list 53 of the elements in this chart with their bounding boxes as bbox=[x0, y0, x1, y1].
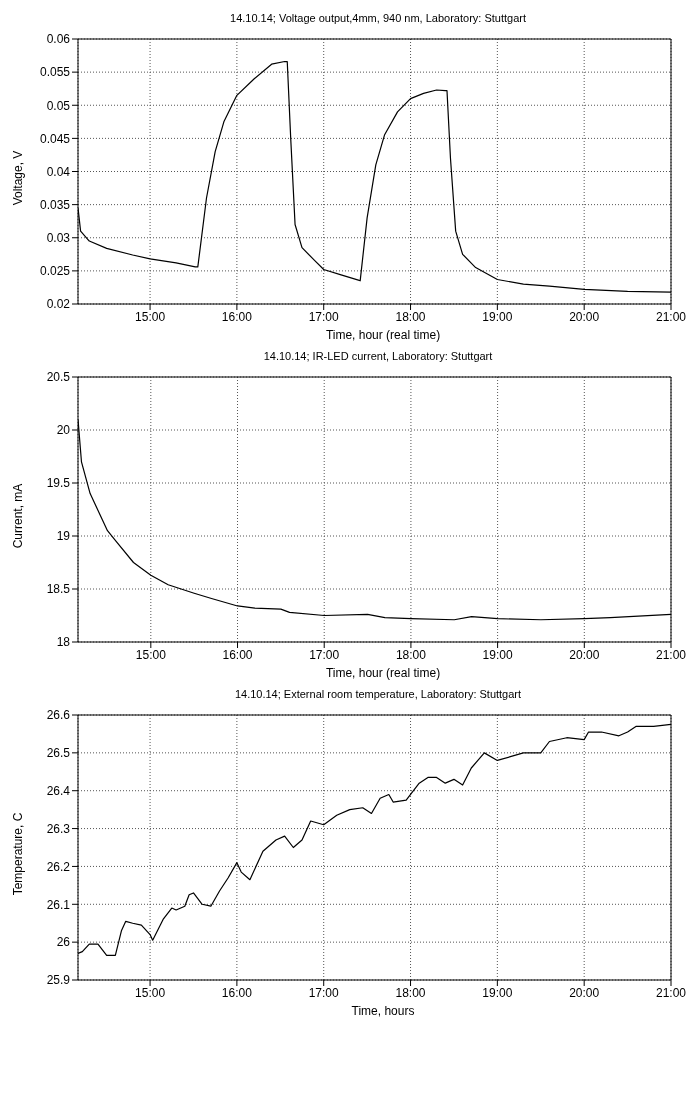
chart-title: 14.10.14; External room temperature, Laboratory: Stuttgart bbox=[233, 687, 523, 702]
x-tick-label: 20:00 bbox=[569, 647, 600, 662]
y-tick-label: 0.04 bbox=[46, 164, 71, 179]
y-tick-label: 20 bbox=[56, 423, 71, 438]
x-axis-title: Time, hour (real time) bbox=[324, 328, 442, 344]
y-axis-title: Current, mA bbox=[11, 483, 25, 549]
x-tick-label: 17:00 bbox=[308, 309, 340, 324]
y-tick-label: 18.5 bbox=[46, 582, 71, 597]
x-tick-label: 17:00 bbox=[309, 647, 340, 662]
y-tick-label: 26.5 bbox=[46, 746, 71, 761]
x-tick-label: 19:00 bbox=[482, 309, 513, 324]
x-tick-label: 17:00 bbox=[308, 985, 340, 1000]
y-tick-label: 18 bbox=[56, 635, 71, 650]
y-tick-label: 0.02 bbox=[46, 297, 71, 312]
y-axis-title: Voltage, V bbox=[11, 150, 25, 206]
chart-title: 14.10.14; Voltage output,4mm, 940 nm, Laboratory: Stuttgart bbox=[229, 11, 527, 26]
x-tick-label: 19:00 bbox=[482, 985, 513, 1000]
y-tick-label: 26.2 bbox=[46, 859, 71, 874]
y-tick-label: 0.025 bbox=[39, 264, 71, 279]
chart-title: 14.10.14; IR-LED current, Laboratory: Stuttgart bbox=[262, 349, 494, 364]
y-tick-label: 20.5 bbox=[46, 370, 71, 385]
y-tick-label: 0.045 bbox=[39, 131, 71, 146]
x-tick-label: 15:00 bbox=[135, 309, 166, 324]
y-tick-label: 0.06 bbox=[46, 32, 71, 47]
x-tick-label: 16:00 bbox=[221, 985, 253, 1000]
x-tick-label: 21:00 bbox=[655, 985, 687, 1000]
y-tick-label: 0.035 bbox=[39, 197, 71, 212]
y-tick-label: 26.3 bbox=[46, 821, 71, 836]
y-tick-label: 26.6 bbox=[46, 708, 71, 723]
x-tick-label: 18:00 bbox=[395, 647, 427, 662]
x-tick-label: 18:00 bbox=[395, 309, 426, 324]
y-tick-label: 19.5 bbox=[46, 476, 71, 491]
x-tick-label: 20:00 bbox=[569, 985, 600, 1000]
x-tick-label: 16:00 bbox=[222, 647, 253, 662]
x-axis-title: Time, hour (real time) bbox=[324, 666, 442, 682]
y-tick-label: 26.4 bbox=[46, 783, 71, 798]
x-axis-title: Time, hours bbox=[350, 1004, 416, 1020]
x-tick-label: 19:00 bbox=[482, 647, 513, 662]
y-tick-label: 26.1 bbox=[46, 897, 71, 912]
y-tick-label: 19 bbox=[56, 529, 71, 544]
y-tick-label: 0.055 bbox=[39, 65, 71, 80]
x-tick-label: 21:00 bbox=[655, 647, 687, 662]
x-tick-label: 20:00 bbox=[569, 309, 600, 324]
x-tick-label: 16:00 bbox=[221, 309, 253, 324]
y-axis-title: Temperature, C bbox=[11, 812, 26, 896]
x-tick-label: 15:00 bbox=[135, 647, 167, 662]
y-tick-label: 26 bbox=[56, 935, 71, 950]
x-tick-label: 21:00 bbox=[655, 309, 687, 324]
x-tick-label: 18:00 bbox=[395, 985, 426, 1000]
x-tick-label: 15:00 bbox=[135, 985, 166, 1000]
y-tick-label: 0.05 bbox=[46, 98, 71, 113]
y-tick-label: 25.9 bbox=[46, 973, 71, 988]
y-tick-label: 0.03 bbox=[46, 231, 71, 246]
